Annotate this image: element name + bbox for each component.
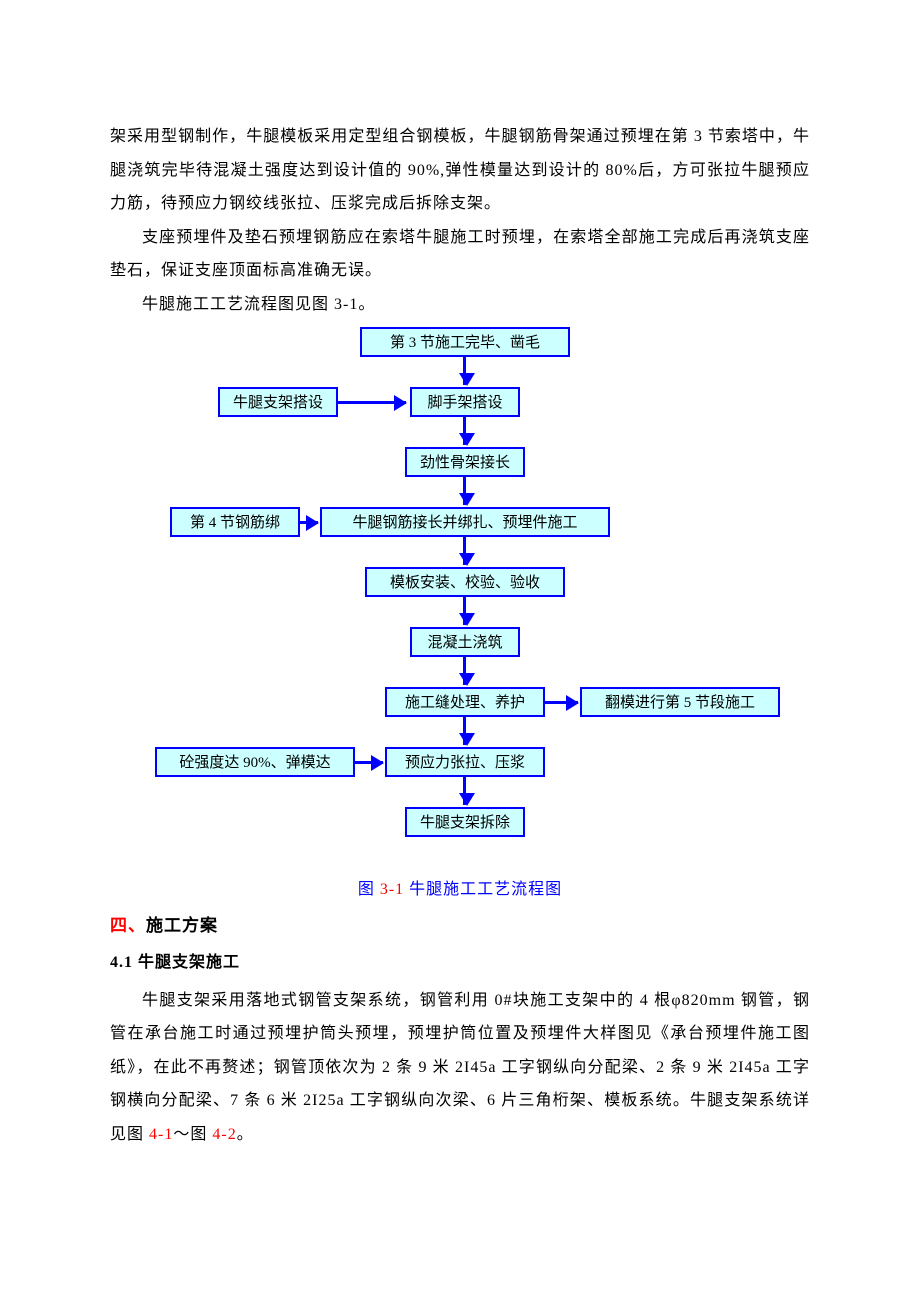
flow-node-n3: 劲性骨架接长 <box>405 447 525 477</box>
p4-end: 。 <box>237 1126 254 1143</box>
fig-ref-1: 4-1 <box>149 1126 173 1143</box>
flow-node-side1: 牛腿支架搭设 <box>218 387 338 417</box>
paragraph-2: 支座预埋件及垫石预埋钢筋应在索塔牛腿施工时预埋，在索塔全部施工完成后再浇筑支座垫… <box>110 221 810 288</box>
flow-node-n5: 模板安装、校验、验收 <box>365 567 565 597</box>
figure-caption: 图 3-1 牛腿施工工艺流程图 <box>110 875 810 899</box>
document-page: 架采用型钢制作，牛腿模板采用定型组合钢模板，牛腿钢筋骨架通过预埋在第 3 节索塔… <box>0 0 920 1232</box>
p4-mid: ～图 <box>173 1126 212 1143</box>
flow-node-side4: 砼强度达 90%、弹模达 <box>155 747 355 777</box>
flow-node-n2: 脚手架搭设 <box>410 387 520 417</box>
paragraph-1: 架采用型钢制作，牛腿模板采用定型组合钢模板，牛腿钢筋骨架通过预埋在第 3 节索塔… <box>110 120 810 221</box>
flow-node-n6: 混凝土浇筑 <box>410 627 520 657</box>
flow-arrow-down-7 <box>463 777 466 805</box>
flow-arrow-down-1 <box>463 417 466 445</box>
flow-node-side3: 翻模进行第 5 节段施工 <box>580 687 780 717</box>
flow-arrow-down-4 <box>463 597 466 625</box>
flow-arrow-down-5 <box>463 657 466 685</box>
caption-prefix: 图 <box>358 881 380 898</box>
flow-node-n7: 施工缝处理、养护 <box>385 687 545 717</box>
flow-node-n9: 牛腿支架拆除 <box>405 807 525 837</box>
flow-node-n4: 牛腿钢筋接长并绑扎、预埋件施工 <box>320 507 610 537</box>
flow-arrow-h-1 <box>300 521 318 524</box>
section-title: 施工方案 <box>146 916 218 935</box>
flow-arrow-down-3 <box>463 537 466 565</box>
paragraph-4: 牛腿支架采用落地式钢管支架系统，钢管利用 0#块施工支架中的 4 根φ820mm… <box>110 984 810 1152</box>
flow-arrow-h-2 <box>545 701 578 704</box>
section-heading: 四、施工方案 <box>110 911 810 936</box>
caption-title: 牛腿施工工艺流程图 <box>404 881 562 898</box>
flowchart: 第 3 节施工完毕、凿毛脚手架搭设 牛腿支架搭设劲性骨架接长牛腿钢筋接长并绑扎、预… <box>110 327 810 867</box>
flow-arrow-h-3 <box>355 761 383 764</box>
caption-number: 3-1 <box>380 881 404 898</box>
paragraph-3: 牛腿施工工艺流程图见图 3-1。 <box>110 288 810 322</box>
flow-arrow-down-0 <box>463 357 466 385</box>
p4-text: 牛腿支架采用落地式钢管支架系统，钢管利用 0#块施工支架中的 4 根φ820mm… <box>110 992 810 1143</box>
flow-arrow-down-6 <box>463 717 466 745</box>
flow-node-n1: 第 3 节施工完毕、凿毛 <box>360 327 570 357</box>
section-number: 四、 <box>110 916 146 935</box>
flow-node-side2: 第 4 节钢筋绑 <box>170 507 300 537</box>
fig-ref-2: 4-2 <box>212 1126 236 1143</box>
flow-node-n8: 预应力张拉、压浆 <box>385 747 545 777</box>
subsection-heading: 4.1 牛腿支架施工 <box>110 948 810 972</box>
flow-arrow-h-0 <box>338 401 406 404</box>
flow-arrow-down-2 <box>463 477 466 505</box>
